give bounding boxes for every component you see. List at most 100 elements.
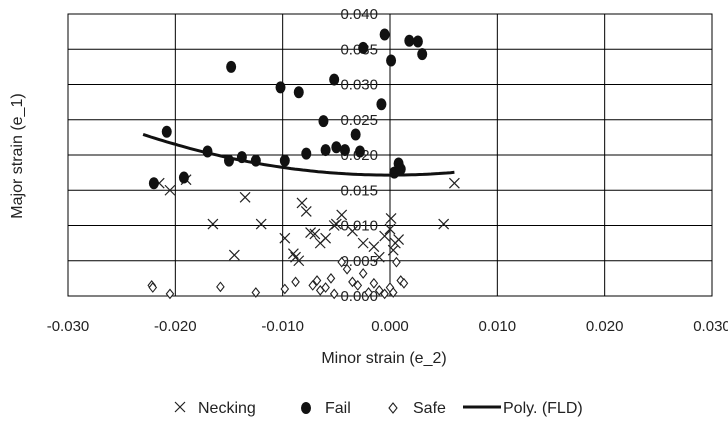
- y-tick-labels: 0.0000.0050.0100.0150.0200.0250.0300.035…: [340, 6, 378, 305]
- legend-item-necking: Necking: [174, 400, 256, 417]
- safe-point: [165, 288, 175, 300]
- safe-point: [216, 281, 225, 293]
- legend-safe-symbol: [388, 402, 398, 414]
- x-tick-label: 0.030: [693, 318, 728, 335]
- legend-fail-symbol: [301, 402, 311, 414]
- safe-point: [380, 288, 389, 300]
- necking-point: [320, 232, 332, 244]
- legend-label-fld: Poly. (FLD): [503, 400, 583, 417]
- safe-point: [358, 268, 368, 279]
- y-axis-title: Major strain (e_1): [9, 93, 26, 218]
- safe-point: [329, 288, 339, 300]
- fail-point: [358, 41, 369, 54]
- safe-point: [392, 256, 401, 268]
- x-tick-label: 0.020: [586, 318, 624, 335]
- safe-point: [326, 272, 336, 284]
- fail-point: [320, 144, 331, 157]
- fail-point: [161, 125, 172, 138]
- y-tick-label: 0.005: [340, 253, 378, 270]
- fail-point: [350, 128, 361, 141]
- legend-label-necking: Necking: [198, 400, 256, 417]
- necking-point: [438, 218, 450, 230]
- legend-marker-fail: [301, 402, 311, 414]
- necking-point: [228, 249, 240, 261]
- necking-point: [385, 213, 397, 224]
- fail-point: [279, 154, 290, 167]
- series-fail: [148, 28, 428, 190]
- safe-point: [399, 277, 409, 289]
- fld-line: [142, 132, 455, 177]
- necking-point: [387, 244, 399, 256]
- safe-point: [321, 282, 330, 293]
- safe-point: [337, 256, 347, 268]
- necking-point: [373, 251, 385, 263]
- y-tick-label: 0.025: [340, 112, 378, 129]
- necking-point: [239, 191, 251, 203]
- fail-point: [331, 141, 342, 154]
- legend-item-safe: Safe: [388, 400, 446, 417]
- fail-point: [301, 147, 312, 160]
- x-tick-labels: -0.030 -0.020 -0.010 0.000 0.010 0.020 0.030: [47, 318, 728, 335]
- y-tick-label: 0.010: [340, 218, 378, 235]
- safe-point: [353, 280, 363, 291]
- y-tick-label: 0.015: [340, 182, 378, 199]
- fail-point: [275, 81, 286, 94]
- x-tick-label: -0.020: [154, 318, 197, 335]
- fail-point: [226, 60, 237, 73]
- legend-necking-symbol: [174, 401, 186, 413]
- safe-point: [291, 276, 300, 288]
- legend-item-fail: Fail: [301, 400, 351, 417]
- safe-point: [251, 287, 261, 298]
- safe-point: [148, 282, 158, 293]
- fail-point: [339, 144, 350, 157]
- series-safe: [147, 256, 409, 300]
- safe-point: [312, 275, 322, 286]
- necking-point: [296, 197, 308, 209]
- necking-point: [448, 177, 460, 189]
- fail-point: [379, 28, 390, 41]
- fail-point: [354, 145, 365, 158]
- y-tick-label: 0.040: [340, 6, 378, 23]
- necking-point: [293, 255, 305, 267]
- necking-point: [393, 234, 405, 246]
- necking-point: [279, 232, 291, 244]
- legend-marker-safe: [388, 402, 398, 414]
- safe-point: [348, 276, 357, 288]
- x-axis-title: Minor strain (e_2): [321, 350, 446, 367]
- fail-point: [318, 115, 329, 128]
- necking-point: [368, 241, 380, 253]
- x-tick-label: -0.010: [261, 318, 304, 335]
- x-tick-label: 0.000: [371, 318, 409, 335]
- fail-point: [178, 171, 189, 184]
- necking-point: [347, 225, 358, 237]
- necking-point: [300, 205, 312, 217]
- safe-point: [374, 284, 384, 296]
- fail-point: [404, 34, 415, 47]
- gridlines: [67, 13, 713, 297]
- y-tick-label: 0.000: [340, 288, 378, 305]
- necking-point: [357, 237, 369, 249]
- x-tick-label: -0.030: [47, 318, 90, 335]
- safe-point: [388, 287, 398, 298]
- necking-point: [305, 227, 316, 238]
- fail-point: [293, 86, 304, 99]
- x-tick-label: 0.010: [479, 318, 517, 335]
- legend-marker-necking: [174, 401, 186, 413]
- necking-point: [164, 184, 176, 196]
- legend: Necking Fail Safe Poly. (FLD): [174, 400, 583, 417]
- necking-point: [255, 218, 267, 230]
- fail-point: [376, 98, 387, 111]
- legend-label-fail: Fail: [325, 400, 351, 417]
- fail-point: [395, 163, 406, 176]
- necking-point: [309, 228, 321, 240]
- fail-point: [148, 177, 159, 190]
- y-tick-label: 0.030: [340, 77, 378, 94]
- fail-point: [386, 54, 397, 67]
- safe-point: [342, 263, 352, 275]
- fail-point: [329, 73, 340, 86]
- legend-label-safe: Safe: [413, 400, 446, 417]
- fail-point: [417, 48, 428, 61]
- necking-point: [379, 230, 391, 242]
- safe-point: [369, 277, 379, 289]
